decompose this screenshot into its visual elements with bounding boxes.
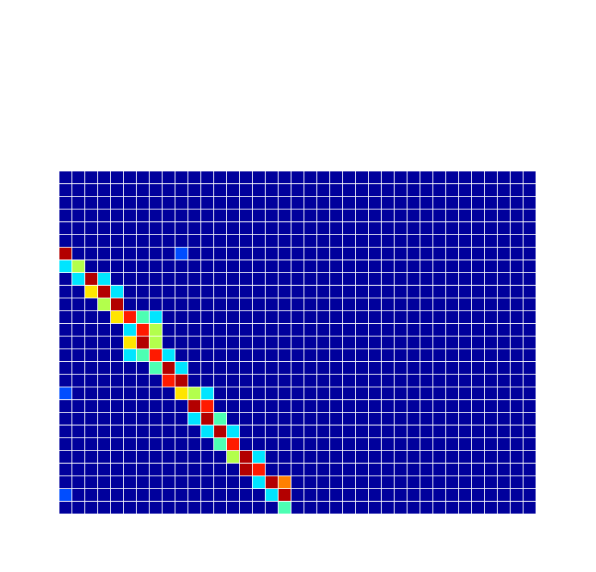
heatmap-cell [123, 323, 137, 337]
heatmap-cell [149, 323, 163, 337]
heatmap-cell [84, 285, 98, 299]
heatmap-cell [149, 348, 163, 362]
heatmap-cell [136, 323, 150, 337]
heatmap-cell [149, 310, 163, 324]
heatmap-cell [226, 450, 240, 464]
heatmap-cell [97, 298, 111, 311]
heatmap-cell [162, 361, 176, 375]
heatmap-cell [187, 386, 201, 400]
heatmap-cell [110, 298, 124, 311]
heatmap-cell [162, 374, 176, 387]
heatmap-cell [200, 399, 214, 413]
heatmap-cell [239, 463, 253, 476]
heatmap-cell [187, 399, 201, 413]
heatmap-cell [123, 336, 137, 349]
heatmap-cell [123, 348, 137, 362]
heatmap-cell [278, 488, 292, 502]
heatmap-cell [175, 374, 188, 387]
heatmap-cell [59, 488, 72, 502]
heatmap-cell [265, 488, 279, 502]
heatmap-cell [200, 425, 214, 438]
heatmap-cell [252, 475, 266, 489]
heatmap-cell [84, 272, 98, 286]
heatmap-cell [265, 475, 279, 489]
heatmap-cell [213, 425, 227, 438]
heatmap-cells [59, 247, 292, 514]
heatmap-cell [71, 272, 85, 286]
heatmap-cell [59, 259, 72, 273]
heatmap-cell [71, 259, 85, 273]
heatmap-cell [252, 450, 266, 464]
heatmap-cell [213, 412, 227, 426]
heatmap-cell [136, 310, 150, 324]
heatmap-cell [252, 463, 266, 476]
heatmap-cell [59, 247, 72, 260]
heatmap-cell [97, 272, 111, 286]
heatmap-cell [226, 425, 240, 438]
heatmap-cell [123, 310, 137, 324]
heatmap-cell [59, 386, 72, 400]
heatmap-cell [149, 361, 163, 375]
heatmap-cell [175, 247, 188, 260]
heatmap-cell [175, 361, 188, 375]
heatmap-cell [278, 475, 292, 489]
heatmap-cell [226, 437, 240, 451]
heatmap-cell [162, 348, 176, 362]
heatmap-cell [200, 412, 214, 426]
heatmap-cell [110, 310, 124, 324]
heatmap-cell [213, 437, 227, 451]
heatmap-cell [239, 450, 253, 464]
heatmap-cell [175, 386, 188, 400]
heatmap-cell [110, 285, 124, 299]
heatmap-cell [136, 336, 150, 349]
heatmap-grid [58, 170, 537, 515]
heatmap-cell [200, 386, 214, 400]
heatmap-cell [97, 285, 111, 299]
heatmap-cell [136, 348, 150, 362]
heatmap-cell [278, 501, 292, 514]
heatmap-cell [149, 336, 163, 349]
heatmap-cell [187, 412, 201, 426]
